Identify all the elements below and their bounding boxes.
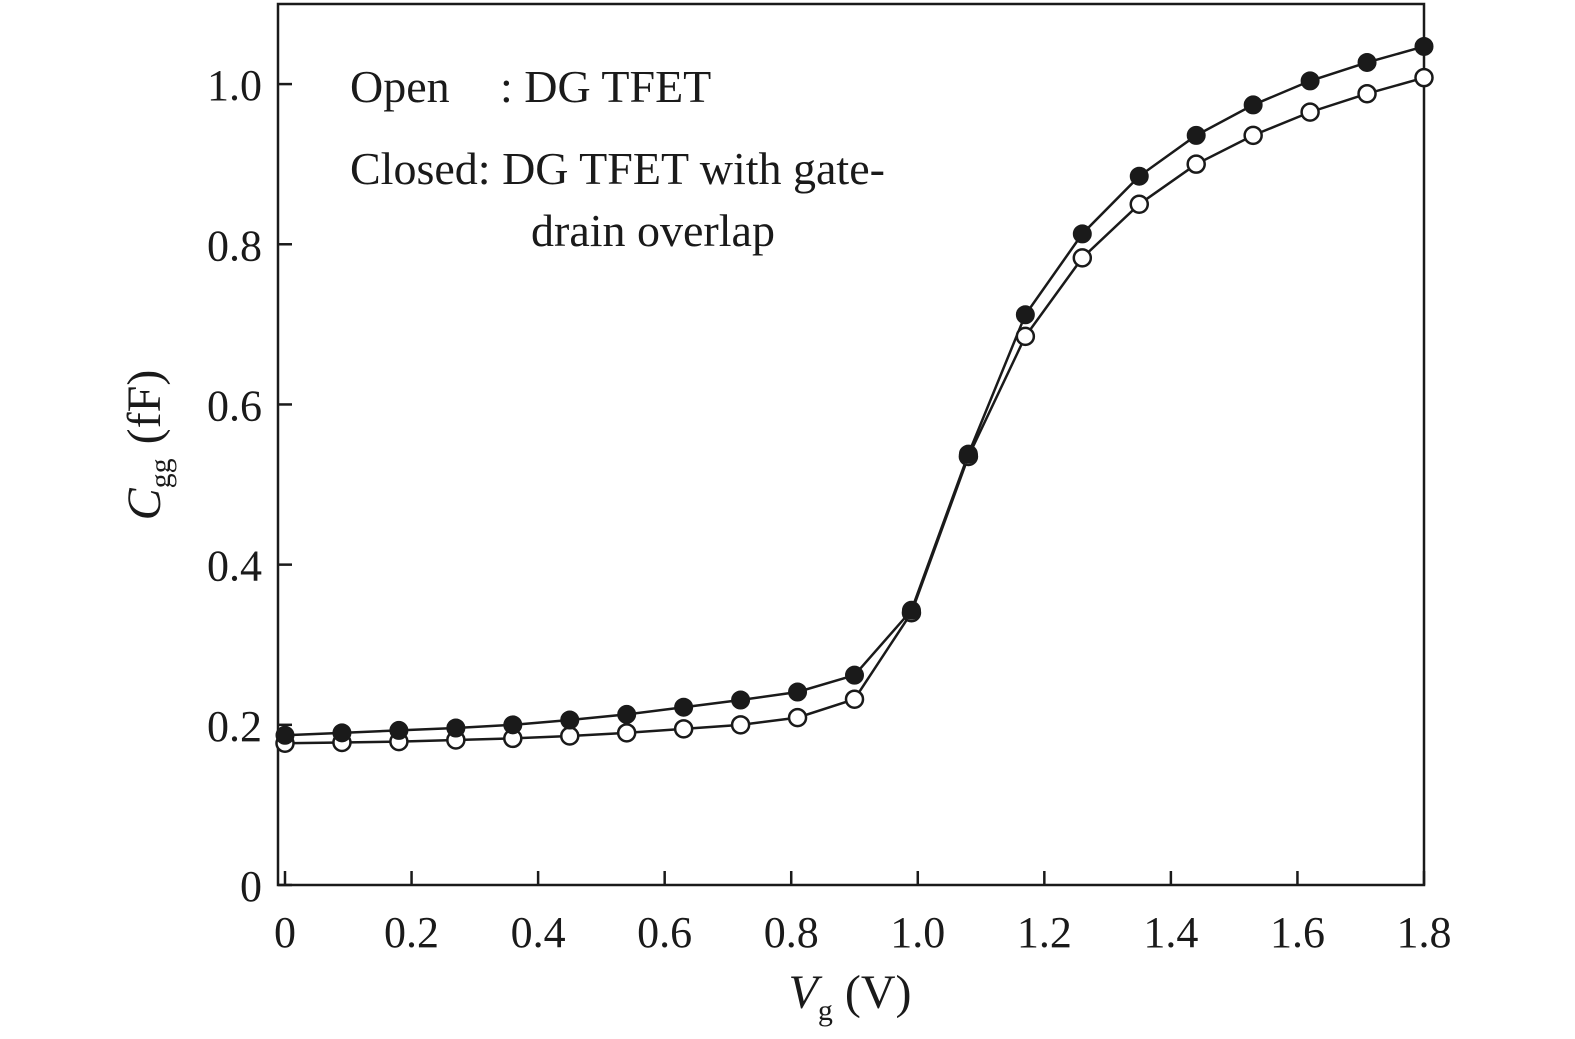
filled-point bbox=[1414, 36, 1434, 56]
open-point bbox=[1357, 83, 1377, 104]
x-tick-label: 0.6 bbox=[637, 908, 692, 957]
legend-sep-closed: : bbox=[478, 143, 502, 194]
open-point bbox=[1129, 194, 1149, 214]
x-tick-label: 0 bbox=[274, 908, 296, 957]
filled-point bbox=[674, 697, 694, 717]
open-point bbox=[787, 707, 808, 728]
x-tick-label: 0.4 bbox=[511, 908, 566, 957]
filled-point bbox=[1186, 125, 1206, 145]
y-tick-label: 0.6 bbox=[207, 381, 262, 430]
filled-point bbox=[1300, 71, 1320, 91]
x-axis-subscript: g bbox=[818, 994, 833, 1027]
open-point bbox=[1414, 67, 1434, 88]
open-point bbox=[560, 726, 580, 746]
x-tick-label: 1.0 bbox=[890, 908, 945, 957]
filled-point bbox=[901, 600, 921, 620]
legend: Open: DG TFET Closed: DG TFET with gate-… bbox=[350, 61, 885, 256]
filled-point bbox=[731, 690, 751, 710]
open-point bbox=[1186, 154, 1206, 174]
y-axis-unit: (fF) bbox=[118, 370, 171, 445]
filled-point bbox=[503, 715, 523, 735]
y-axis-ticks: 0 0.2 0.4 0.6 0.8 1.0 bbox=[207, 61, 292, 911]
x-axis-unit: (V) bbox=[845, 966, 912, 1019]
filled-point bbox=[332, 723, 352, 743]
legend-text-open: DG TFET bbox=[524, 61, 711, 112]
filled-point bbox=[275, 725, 295, 745]
y-tick-label: 0.2 bbox=[207, 702, 262, 751]
x-tick-label: 1.2 bbox=[1017, 908, 1072, 957]
legend-sep-open: : bbox=[500, 61, 524, 112]
filled-point bbox=[1015, 305, 1035, 325]
series-layer bbox=[275, 36, 1434, 753]
y-axis-subscript: gg bbox=[144, 458, 177, 488]
y-tick-label: 1.0 bbox=[207, 61, 262, 110]
filled-point bbox=[560, 710, 580, 730]
legend-line-1: Open: DG TFET bbox=[350, 61, 711, 112]
filled-point bbox=[1357, 52, 1377, 72]
open-point bbox=[844, 689, 865, 709]
y-axis-symbol: C bbox=[118, 487, 171, 520]
plot-frame bbox=[276, 2, 1426, 887]
open-point bbox=[730, 715, 751, 735]
filled-point bbox=[1072, 224, 1092, 244]
filled-point bbox=[617, 704, 637, 724]
open-point bbox=[1072, 248, 1093, 268]
open-point bbox=[1300, 102, 1320, 122]
filled-point bbox=[446, 718, 466, 738]
y-tick-label: 0.8 bbox=[207, 221, 262, 270]
open-point bbox=[1243, 125, 1263, 146]
y-tick-label: 0.4 bbox=[207, 542, 262, 591]
filled-point bbox=[788, 682, 808, 702]
filled-point bbox=[958, 444, 978, 464]
x-axis-title: Vg (V) bbox=[789, 966, 912, 1027]
x-axis-ticks: 0 0.2 0.4 0.6 0.8 1.0 1.2 1.4 1.6 1.8 bbox=[274, 871, 1452, 957]
legend-line-2: Closed: DG TFET with gate- bbox=[350, 143, 885, 194]
filled-point bbox=[1129, 166, 1149, 186]
legend-text-closed: DG TFET with gate- bbox=[502, 143, 885, 194]
filled-point bbox=[389, 720, 409, 740]
filled-point bbox=[845, 665, 864, 685]
legend-key-closed: Closed bbox=[350, 143, 478, 194]
filled-point bbox=[1243, 95, 1263, 115]
x-tick-label: 1.6 bbox=[1270, 908, 1325, 957]
y-tick-label: 0 bbox=[240, 862, 262, 911]
x-tick-label: 0.2 bbox=[384, 908, 439, 957]
y-axis-title: Cgg (fF) bbox=[118, 370, 177, 521]
open-point bbox=[1015, 326, 1036, 347]
legend-line-3: drain overlap bbox=[531, 205, 775, 256]
open-point bbox=[616, 723, 637, 743]
x-tick-label: 1.4 bbox=[1143, 908, 1198, 957]
x-tick-label: 1.8 bbox=[1397, 908, 1452, 957]
legend-key-open: Open bbox=[350, 61, 450, 112]
x-tick-label: 0.8 bbox=[764, 908, 819, 957]
x-axis-symbol: V bbox=[789, 966, 823, 1019]
open-point bbox=[673, 719, 694, 739]
